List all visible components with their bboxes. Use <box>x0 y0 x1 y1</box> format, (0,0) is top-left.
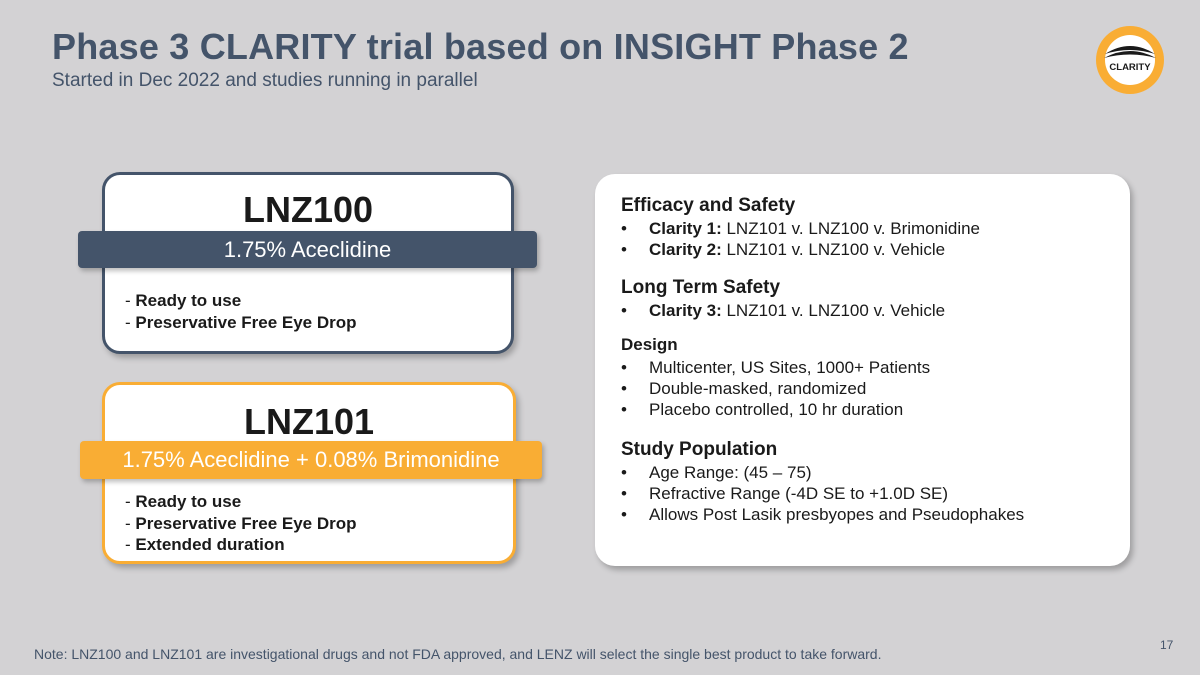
population-list: Age Range: (45 – 75) Refractive Range (-… <box>621 462 1110 525</box>
feature-item: - Ready to use <box>125 492 242 511</box>
product-name: LNZ101 <box>243 401 375 442</box>
list-item: Allows Post Lasik presbyopes and Pseudop… <box>621 504 1110 525</box>
trial-details-panel: Efficacy and Safety Clarity 1: LNZ101 v.… <box>595 174 1130 566</box>
feature-item: - Preservative Free Eye Drop <box>125 312 357 332</box>
population-heading: Study Population <box>621 439 778 460</box>
lnz100-card: LNZ100 - Ready to use - Preservative Fre… <box>102 172 514 354</box>
efficacy-list: Clarity 1: LNZ101 v. LNZ100 v. Brimonidi… <box>621 218 1110 260</box>
design-heading: Design <box>621 335 678 354</box>
slide-title: Phase 3 CLARITY trial based on INSIGHT P… <box>52 26 909 67</box>
lnz100-formula-bar: 1.75% Aceclidine <box>78 231 537 268</box>
clarity-logo: CLARITY <box>1096 26 1164 94</box>
footnote: Note: LNZ100 and LNZ101 are investigatio… <box>34 646 882 662</box>
design-list: Multicenter, US Sites, 1000+ Patients Do… <box>621 357 1110 420</box>
feature-item: - Ready to use <box>125 291 242 310</box>
list-item: Clarity 1: LNZ101 v. LNZ100 v. Brimonidi… <box>621 218 1110 239</box>
efficacy-heading: Efficacy and Safety <box>621 195 796 216</box>
list-item: Multicenter, US Sites, 1000+ Patients <box>621 357 1110 378</box>
long-term-list: Clarity 3: LNZ101 v. LNZ100 v. Vehicle <box>621 300 1110 321</box>
feature-list: - Ready to use - Preservative Free Eye D… <box>125 491 357 556</box>
feature-item: - Preservative Free Eye Drop <box>125 513 357 533</box>
product-name: LNZ100 <box>242 189 374 230</box>
list-item: Double-masked, randomized <box>621 378 1110 399</box>
slide-subtitle: Started in Dec 2022 and studies running … <box>52 70 478 91</box>
page-number: 17 <box>1160 638 1174 652</box>
feature-list: - Ready to use - Preservative Free Eye D… <box>125 290 357 333</box>
list-item: Placebo controlled, 10 hr duration <box>621 399 1110 420</box>
list-item: Clarity 3: LNZ101 v. LNZ100 v. Vehicle <box>621 300 1110 321</box>
feature-item: - Extended duration <box>125 535 285 554</box>
list-item: Clarity 2: LNZ101 v. LNZ100 v. Vehicle <box>621 239 1110 260</box>
list-item: Refractive Range (-4D SE to +1.0D SE) <box>621 483 1110 504</box>
long-term-heading: Long Term Safety <box>621 277 781 298</box>
list-item: Age Range: (45 – 75) <box>621 462 1110 483</box>
lnz101-formula-bar: 1.75% Aceclidine + 0.08% Brimonidine <box>80 441 542 479</box>
svg-text:CLARITY: CLARITY <box>1109 62 1151 73</box>
